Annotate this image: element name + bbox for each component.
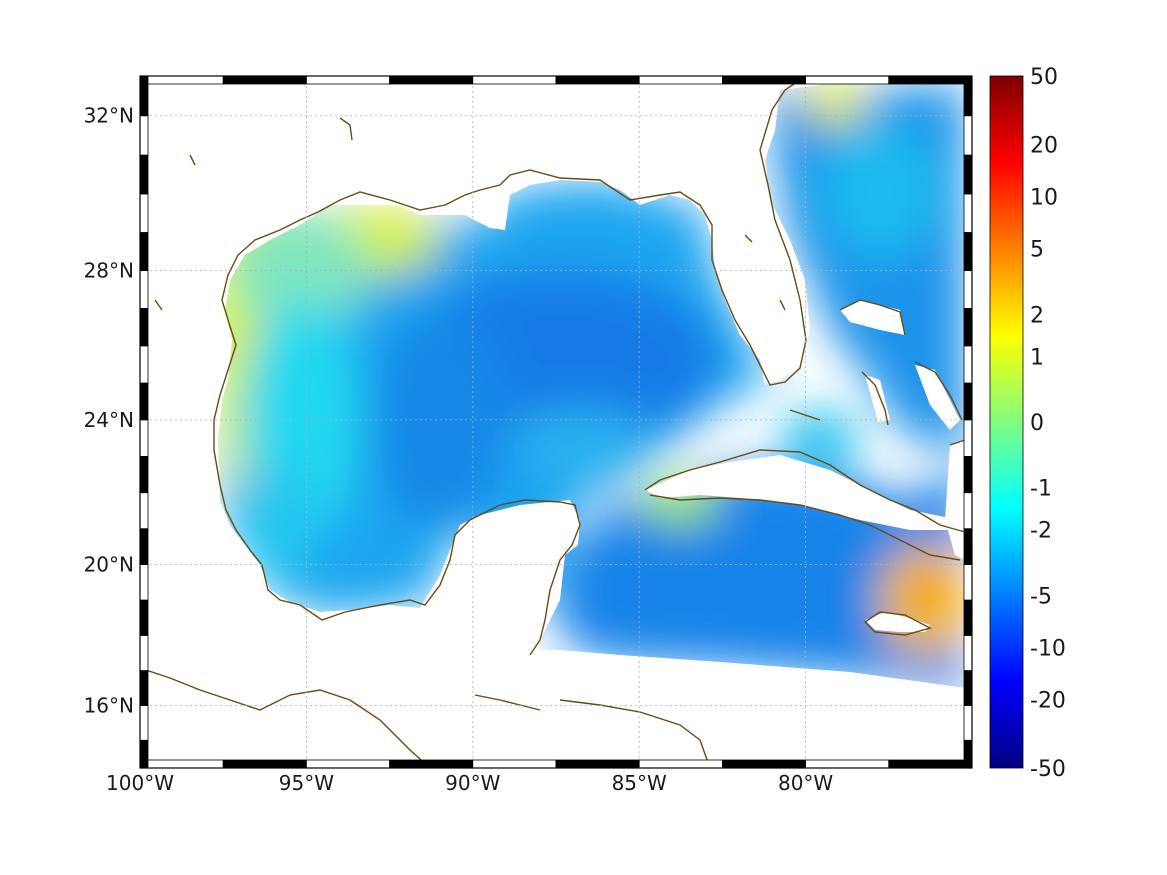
frame-segment: [389, 75, 474, 85]
longitude-tick-label: 90°W: [445, 771, 500, 795]
colorbar-tick-label: 0: [1030, 411, 1044, 436]
frame-segment: [139, 308, 149, 347]
sea-level-field: [140, 76, 970, 768]
map-frame: [139, 75, 973, 769]
frame-segment: [139, 75, 149, 117]
frame-segment: [139, 270, 149, 309]
coastlines: [140, 76, 966, 768]
frame-segment: [805, 759, 890, 769]
latitude-tick-label: 24°N: [84, 408, 134, 432]
frame-segment: [139, 564, 149, 601]
frame-segment: [139, 154, 149, 195]
frame-segment: [139, 705, 149, 741]
colorbar-tick-label: -50: [1030, 757, 1066, 782]
colorbar-tick-label: 20: [1030, 134, 1058, 159]
frame-segment: [472, 75, 557, 85]
frame-border: [139, 75, 973, 769]
frame-segment: [139, 528, 149, 565]
frame-segment: [139, 492, 149, 530]
frame-segment: [139, 455, 149, 494]
longitude-tick-label: 80°W: [778, 771, 833, 795]
frame-segment: [139, 599, 149, 636]
frame-segment: [888, 759, 973, 769]
frame-segment: [722, 75, 807, 85]
frame-segment: [472, 759, 557, 769]
colorbar-tick-label: -2: [1030, 518, 1052, 543]
frame-segment: [139, 115, 149, 156]
frame-segment: [888, 75, 973, 85]
frame-segment: [963, 232, 973, 272]
frame-segment: [963, 634, 973, 671]
longitude-tick-label: 95°W: [279, 771, 334, 795]
frame-segment: [963, 75, 973, 117]
frame-segment: [963, 528, 973, 565]
frame-segment: [722, 759, 807, 769]
latitude-tick-label: 20°N: [84, 552, 134, 576]
frame-segment: [963, 564, 973, 601]
frame-segment: [305, 75, 390, 85]
frame-segment: [222, 759, 307, 769]
colorbar-gradient: [989, 75, 1024, 769]
frame-segment: [963, 705, 973, 741]
frame-segment: [555, 759, 640, 769]
frame-segment: [139, 739, 149, 769]
frame-segment: [555, 75, 640, 85]
frame-segment: [139, 345, 149, 384]
latitude-tick-label: 32°N: [84, 104, 134, 128]
frame-segment: [139, 232, 149, 272]
frame-segment: [963, 739, 973, 769]
frame-segment: [805, 75, 890, 85]
latitude-tick-label: 28°N: [84, 259, 134, 283]
colorbar-tick-label: -1: [1030, 477, 1052, 502]
longitude-labels: 100°W 95°W 90°W 85°W 80°W: [106, 771, 833, 795]
frame-segment: [963, 492, 973, 530]
frame-segment: [139, 382, 149, 421]
frame-segment: [963, 154, 973, 195]
frame-segment: [963, 670, 973, 706]
frame-segment: [139, 759, 224, 769]
frame-segment: [963, 382, 973, 421]
latitude-labels: 32°N 28°N 24°N 20°N 16°N: [84, 104, 134, 718]
frame-segment: [638, 75, 723, 85]
colorbar-tick-label: -5: [1030, 585, 1052, 610]
frame-segment: [963, 270, 973, 309]
frame-segment: [389, 759, 474, 769]
colorbar-tick-label: 50: [1030, 65, 1058, 90]
frame-segment: [963, 193, 973, 233]
colorbar-tick-label: -20: [1030, 688, 1066, 713]
frame-segment: [139, 634, 149, 671]
frame-segment: [139, 419, 149, 457]
longitude-tick-label: 100°W: [106, 771, 174, 795]
longitude-tick-label: 85°W: [612, 771, 667, 795]
frame-segment: [139, 75, 224, 85]
frame-segment: [963, 308, 973, 347]
map-area: [140, 76, 972, 768]
frame-segment: [305, 759, 390, 769]
frame-segment: [963, 455, 973, 494]
frame-segment: [963, 345, 973, 384]
graticule: [140, 76, 972, 768]
frame-segment: [222, 75, 307, 85]
colorbar-tick-label: 10: [1030, 185, 1058, 210]
colorbar-tick-label: 1: [1030, 345, 1044, 370]
frame-segment: [963, 115, 973, 156]
latitude-tick-label: 16°N: [84, 694, 134, 718]
frame-segment: [963, 599, 973, 636]
colorbar-tick-label: 5: [1030, 237, 1044, 262]
frame-segment: [139, 193, 149, 233]
colorbar-tick-label: 2: [1030, 304, 1044, 329]
frame-segment: [139, 670, 149, 706]
frame-segment: [638, 759, 723, 769]
colorbar-tick-label: -10: [1030, 637, 1066, 662]
frame-segment: [963, 419, 973, 457]
